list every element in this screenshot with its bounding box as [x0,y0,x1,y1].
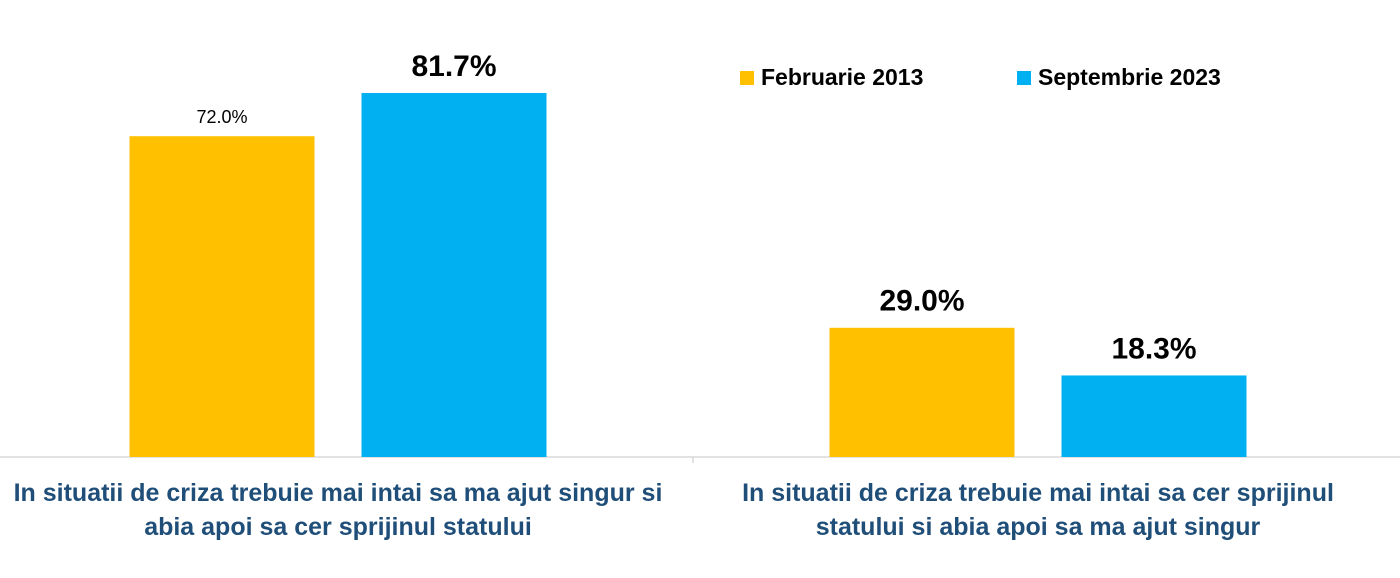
x-tick-label: In situatii de criza trebuie mai intai s… [742,479,1334,541]
legend-swatch [740,71,754,85]
legend-label: Februarie 2013 [761,64,923,90]
bar [361,92,547,457]
legend-swatch [1017,71,1031,85]
value-label: 72.0% [196,107,247,127]
bar [129,136,315,457]
bar [829,327,1015,457]
value-label: 18.3% [1111,332,1196,365]
bar [1061,375,1247,457]
value-label: 29.0% [879,285,964,318]
value-label: 81.7% [411,50,496,83]
x-tick-label: In situatii de criza trebuie mai intai s… [13,479,663,541]
legend-label: Septembrie 2023 [1038,64,1221,90]
